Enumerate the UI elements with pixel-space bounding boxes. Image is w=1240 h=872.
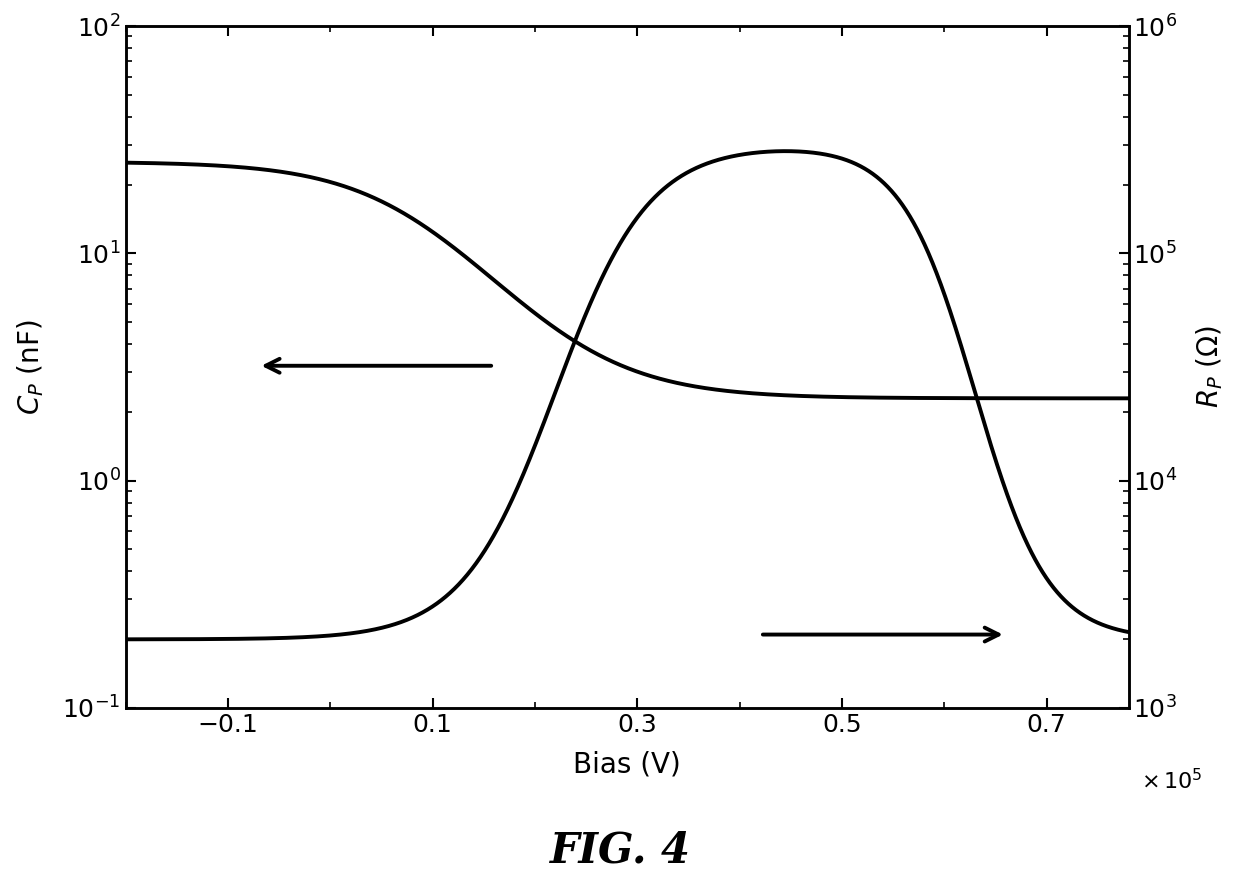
- X-axis label: Bias (V): Bias (V): [573, 751, 681, 779]
- Text: FIG. 4: FIG. 4: [549, 829, 691, 871]
- Y-axis label: $R_P$ ($\Omega$): $R_P$ ($\Omega$): [1194, 325, 1225, 408]
- Text: $\times\,10^5$: $\times\,10^5$: [1141, 768, 1203, 793]
- Y-axis label: $C_P$ (nF): $C_P$ (nF): [15, 319, 46, 415]
